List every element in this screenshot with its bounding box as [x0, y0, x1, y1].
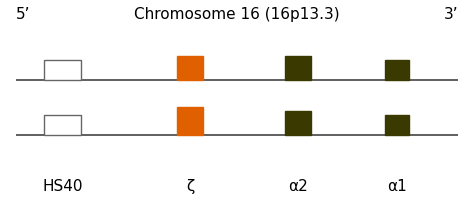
Text: 5’: 5’: [16, 7, 30, 22]
Text: α1: α1: [387, 178, 407, 193]
Text: ζ: ζ: [186, 178, 194, 193]
Bar: [177, 108, 203, 136]
Bar: [44, 116, 82, 136]
Bar: [385, 61, 409, 80]
Text: Chromosome 16 (16p13.3): Chromosome 16 (16p13.3): [134, 7, 340, 22]
Bar: [177, 57, 203, 80]
Bar: [44, 61, 82, 80]
Text: HS40: HS40: [42, 178, 83, 193]
Bar: [385, 116, 409, 136]
Text: α2: α2: [288, 178, 308, 193]
Bar: [285, 57, 311, 80]
Bar: [285, 112, 311, 136]
Text: 3’: 3’: [444, 7, 458, 22]
